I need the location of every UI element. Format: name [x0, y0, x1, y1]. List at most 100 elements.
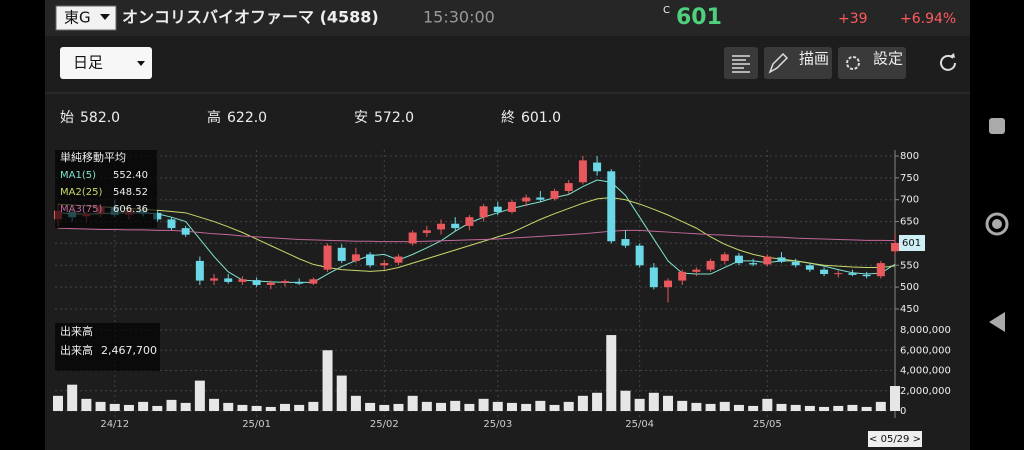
- volume-bar: [663, 395, 674, 411]
- y-tick-label: 450: [900, 304, 919, 315]
- gear-icon: [846, 56, 860, 70]
- volume-bar: [648, 392, 659, 411]
- y-tick-label: 750: [900, 173, 919, 184]
- candle-body: [536, 197, 545, 200]
- candle-body: [181, 228, 190, 235]
- x-tick-label: 25/05: [753, 419, 782, 430]
- volume-bar: [464, 403, 475, 411]
- ohlc-name: 終: [501, 110, 515, 126]
- candle-body: [522, 197, 531, 202]
- nav-recent[interactable]: [989, 118, 1005, 134]
- candle-body: [465, 217, 474, 226]
- x-tick-label: 25/02: [370, 419, 399, 430]
- draw-label[interactable]: 描画: [799, 50, 829, 68]
- nav-home[interactable]: [985, 212, 1009, 236]
- volume-bar: [620, 390, 631, 411]
- candle-body: [635, 245, 644, 266]
- volume-bar: [804, 405, 815, 411]
- candle-body: [862, 274, 871, 277]
- volume-bar: [123, 404, 134, 411]
- x-tick-label: 24/12: [100, 419, 129, 430]
- settings-button[interactable]: [838, 47, 906, 79]
- volume-bar: [535, 400, 546, 411]
- candle-body: [252, 280, 261, 285]
- candle-body: [720, 254, 729, 261]
- candle-body: [621, 239, 630, 246]
- ma-line: [57, 179, 896, 283]
- volume-bar: [592, 392, 603, 411]
- candle-body: [763, 256, 772, 265]
- volume-bar: [237, 404, 248, 411]
- candle-body: [451, 223, 460, 229]
- market[interactable]: 東G: [64, 9, 91, 27]
- volume-tick-label: 2,000,000: [900, 386, 951, 397]
- list-icon: [732, 55, 750, 73]
- ma-line: [57, 197, 896, 272]
- volume-bar: [861, 406, 872, 411]
- legend-name: MA1(5): [60, 170, 96, 181]
- period[interactable]: 日足: [73, 54, 103, 72]
- draw-clip: 描画: [799, 50, 829, 68]
- volume-bar: [733, 404, 744, 411]
- volume-bar: [109, 403, 120, 411]
- volume-bar: [819, 406, 830, 411]
- volume-bar: [705, 403, 716, 411]
- volume-bar: [393, 403, 404, 411]
- candle-body: [167, 219, 176, 229]
- legend-box: [55, 150, 157, 228]
- cursor-date-box: [868, 431, 922, 447]
- list-button[interactable]: [724, 47, 758, 79]
- candle-body: [366, 254, 375, 266]
- x-tick-label: 25/01: [242, 419, 271, 430]
- volume-label: 出来高: [60, 343, 93, 357]
- volume-bar: [180, 402, 191, 411]
- ohlc-value: 601.0: [521, 110, 561, 126]
- volume-last: 2,467,700: [101, 344, 157, 357]
- candle-body: [791, 261, 800, 266]
- volume-bar: [251, 405, 262, 411]
- settings-clip: 設定: [873, 50, 903, 68]
- time: 15:30:00: [423, 8, 495, 27]
- volume-tick-label: 8,000,000: [900, 325, 951, 336]
- nav-back[interactable]: [989, 312, 1005, 332]
- candle-body: [266, 282, 275, 285]
- refresh-arrow: [950, 53, 955, 58]
- settings-label[interactable]: 設定: [873, 50, 903, 68]
- volume-tick-label: 0: [900, 406, 906, 417]
- volume-bar: [53, 395, 63, 411]
- volume-bar: [436, 402, 447, 411]
- volume-bar: [549, 404, 560, 411]
- candle-body: [337, 247, 346, 261]
- candle-body: [507, 201, 516, 212]
- volume-bar: [890, 386, 900, 411]
- period-select[interactable]: [60, 47, 152, 79]
- candle-body: [564, 183, 573, 191]
- legend-value: 552.40: [113, 170, 148, 181]
- ohlc-name: 安: [354, 110, 368, 126]
- volume-bar: [336, 375, 347, 411]
- price-badge: [899, 234, 925, 251]
- volume-bar: [450, 400, 461, 411]
- volume-bar: [379, 404, 390, 411]
- volume-bar: [152, 405, 163, 411]
- ohlc-value: 582.0: [80, 110, 120, 126]
- candle-body: [479, 206, 488, 218]
- volume-bar: [748, 405, 759, 411]
- dropdown-arrow: [100, 14, 110, 20]
- candle-body: [309, 279, 318, 284]
- candle-body: [607, 171, 616, 242]
- volume-bar: [691, 402, 702, 411]
- volume-bar: [719, 401, 730, 411]
- pencil-icon: [768, 52, 789, 74]
- change-pct: +6.94%: [900, 11, 956, 27]
- price-badge-label: 601: [902, 238, 921, 249]
- candle-body: [210, 278, 219, 281]
- candle-body: [848, 273, 857, 275]
- candle-body: [224, 278, 233, 282]
- volume-bar: [194, 380, 205, 411]
- candle-body: [238, 279, 247, 282]
- y-tick-label: 550: [900, 260, 919, 271]
- ohlc-name: 高: [207, 109, 221, 126]
- refresh-icon[interactable]: [940, 54, 956, 71]
